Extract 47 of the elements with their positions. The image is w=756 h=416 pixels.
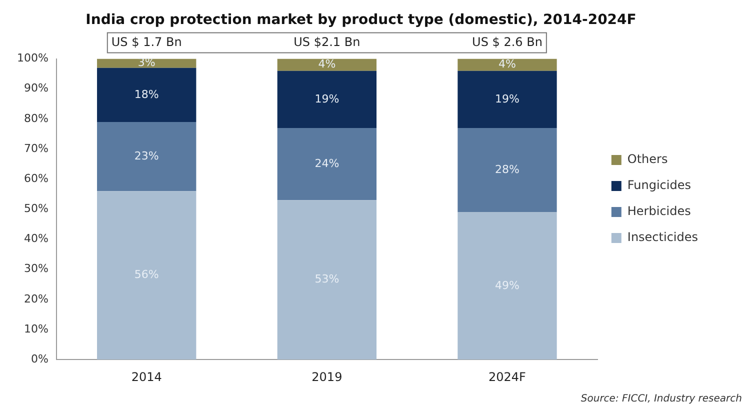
source-note: Source: FICCI, Industry research [580, 394, 742, 405]
bar [97, 191, 196, 360]
bar [97, 122, 196, 192]
y-tick-label: 60% [24, 172, 48, 185]
data-label: 19% [314, 92, 340, 106]
legend-label: Fungicides [627, 178, 691, 192]
y-tick-label: 50% [24, 202, 48, 216]
y-tick-label: 0% [30, 352, 48, 366]
data-label: 18% [134, 88, 159, 101]
total-label: US $ 1.7 Bn [111, 34, 182, 49]
y-tick-label: 80% [24, 112, 48, 125]
bar [458, 128, 557, 212]
data-label: 19% [495, 92, 520, 106]
data-label: 28% [495, 162, 520, 176]
data-label: 56% [134, 268, 159, 282]
bar [458, 70, 557, 128]
data-label: 3% [138, 56, 156, 70]
data-label: 53% [314, 272, 340, 286]
bar [277, 128, 377, 200]
x-tick-label: 2024F [488, 370, 526, 384]
y-tick-label: 100% [16, 52, 48, 65]
data-label: 24% [314, 156, 340, 170]
legend-label: Insecticides [627, 230, 698, 244]
total-label: US $ 2.6 Bn [472, 34, 542, 49]
y-tick-label: 30% [24, 262, 48, 276]
legend-label: Others [627, 152, 668, 166]
bar [458, 58, 557, 71]
data-label: 49% [495, 278, 520, 292]
bar [277, 200, 377, 360]
y-tick-label: 20% [24, 292, 48, 306]
bar [277, 70, 377, 128]
bar [97, 68, 196, 122]
y-tick-label: 90% [24, 82, 48, 95]
chart-title: India crop protection market by product type (domestic), 2014-2024F [86, 12, 636, 28]
bar [97, 58, 196, 68]
y-tick-label: 10% [24, 322, 48, 336]
y-tick-label: 40% [24, 232, 48, 246]
bar [277, 58, 377, 71]
total-label: US $2.1 Bn [294, 34, 360, 49]
x-tick-label: 2014 [131, 370, 162, 384]
y-tick-label: 70% [24, 142, 48, 155]
data-label: 4% [318, 58, 336, 71]
x-tick-label: 2019 [312, 370, 342, 384]
data-label: 4% [498, 58, 516, 71]
legend-label: Herbicides [627, 204, 691, 218]
bar [458, 212, 557, 360]
data-label: 23% [134, 149, 159, 162]
